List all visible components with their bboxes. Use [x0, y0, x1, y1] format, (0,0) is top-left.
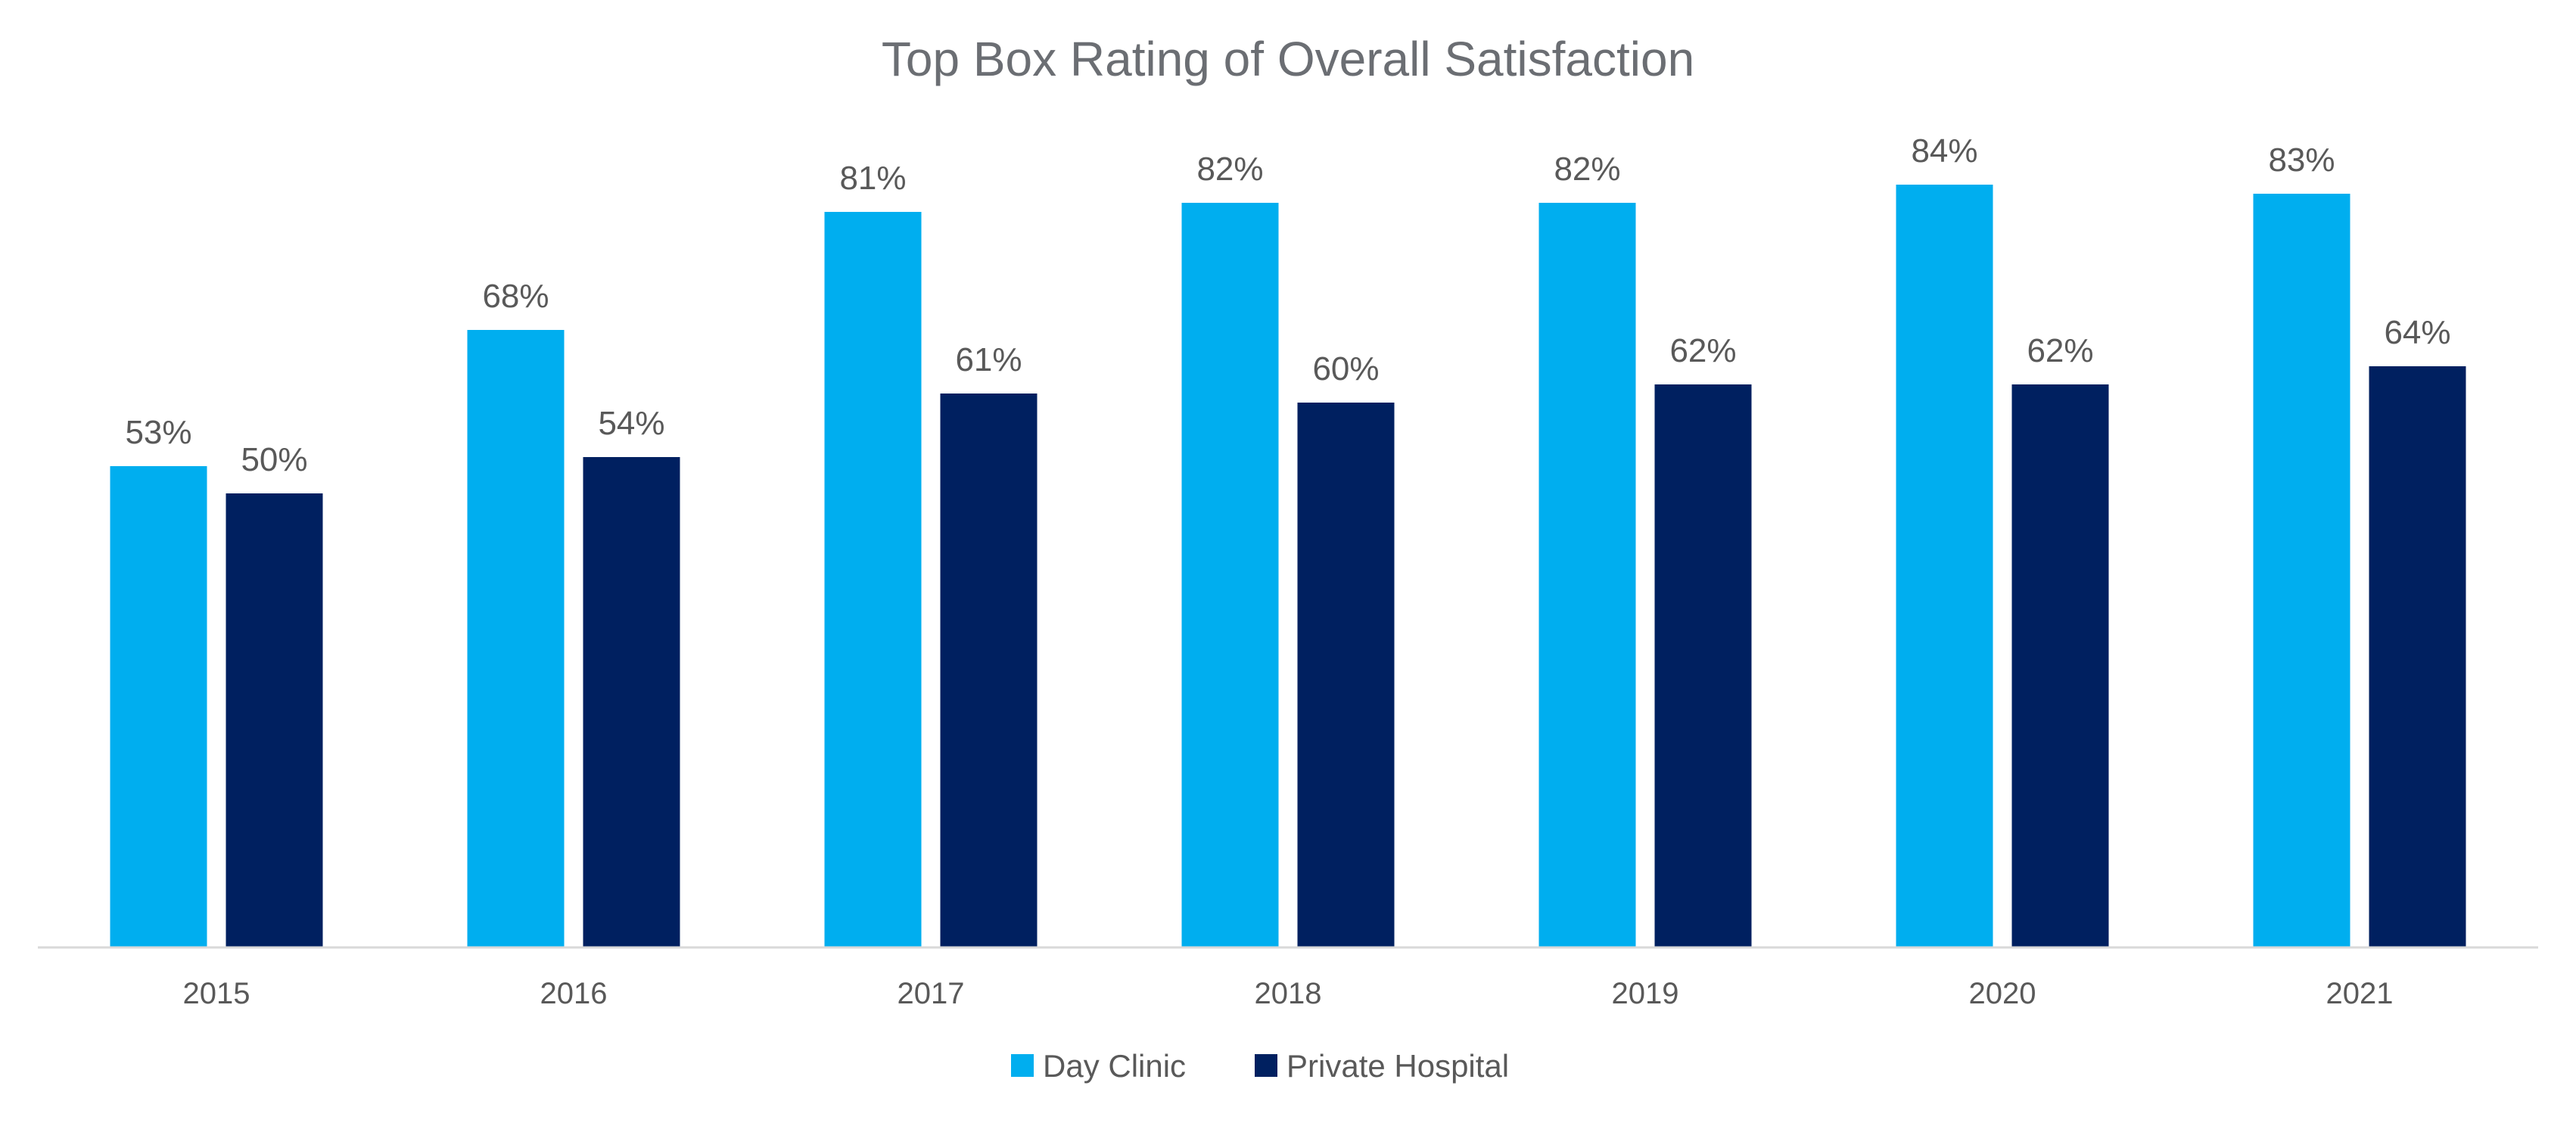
bar-day-clinic-2017	[824, 212, 922, 947]
value-label-day-clinic-2016: 68%	[482, 278, 549, 315]
value-label-private-hospital-2015: 50%	[241, 441, 307, 478]
bar-day-clinic-2019	[1538, 203, 1636, 947]
bar-day-clinic-2020	[1896, 185, 1993, 947]
legend-swatch-private-hospital	[1255, 1054, 1277, 1077]
chart-title: Top Box Rating of Overall Satisfaction	[882, 32, 1694, 86]
bar-private-hospital-2016	[583, 457, 680, 947]
bar-day-clinic-2021	[2253, 194, 2350, 947]
x-tick-label-2018: 2018	[1255, 977, 1322, 1010]
bar-day-clinic-2015	[110, 466, 207, 947]
x-tick-label-2016: 2016	[540, 977, 608, 1010]
x-tick-label-2021: 2021	[2326, 977, 2394, 1010]
value-label-day-clinic-2020: 84%	[1911, 132, 1977, 170]
value-label-private-hospital-2017: 61%	[955, 341, 1022, 378]
value-label-private-hospital-2019: 62%	[1669, 332, 1736, 369]
x-tick-label-2019: 2019	[1612, 977, 1679, 1010]
value-labels-layer: 53% 50% 68% 54% 81% 61% 82% 60% 82% 62% 84% 62% 83% 6…	[125, 132, 2450, 478]
value-label-day-clinic-2017: 81%	[839, 160, 906, 197]
legend-label-private-hospital: Private Hospital	[1286, 1048, 1509, 1084]
value-label-private-hospital-2016: 54%	[598, 405, 664, 442]
x-tick-label-2017: 2017	[898, 977, 965, 1010]
value-label-private-hospital-2018: 60%	[1312, 350, 1379, 387]
bar-private-hospital-2015	[226, 493, 323, 947]
bar-private-hospital-2021	[2369, 366, 2466, 947]
x-tick-label-2015: 2015	[183, 977, 250, 1010]
x-tick-label-2020: 2020	[1969, 977, 2036, 1010]
legend-swatch-day-clinic	[1011, 1054, 1034, 1077]
legend: Day Clinic Private Hospital	[1011, 1048, 1509, 1084]
bar-private-hospital-2017	[940, 394, 1038, 947]
value-label-private-hospital-2020: 62%	[2027, 332, 2093, 369]
legend-label-day-clinic: Day Clinic	[1043, 1048, 1186, 1084]
value-label-day-clinic-2015: 53%	[125, 414, 191, 451]
bar-private-hospital-2020	[2011, 384, 2109, 947]
value-label-day-clinic-2018: 82%	[1196, 151, 1263, 188]
value-label-day-clinic-2019: 82%	[1554, 151, 1620, 188]
value-label-private-hospital-2021: 64%	[2384, 314, 2450, 351]
bar-private-hospital-2018	[1297, 403, 1395, 947]
bar-day-clinic-2016	[467, 330, 565, 947]
value-label-day-clinic-2021: 83%	[2268, 142, 2335, 179]
x-axis-ticks: 2015 2016 2017 2018 2019 2020 2021	[183, 977, 2394, 1010]
bar-private-hospital-2019	[1654, 384, 1752, 947]
bars-layer	[110, 185, 2466, 947]
bar-day-clinic-2018	[1181, 203, 1279, 947]
